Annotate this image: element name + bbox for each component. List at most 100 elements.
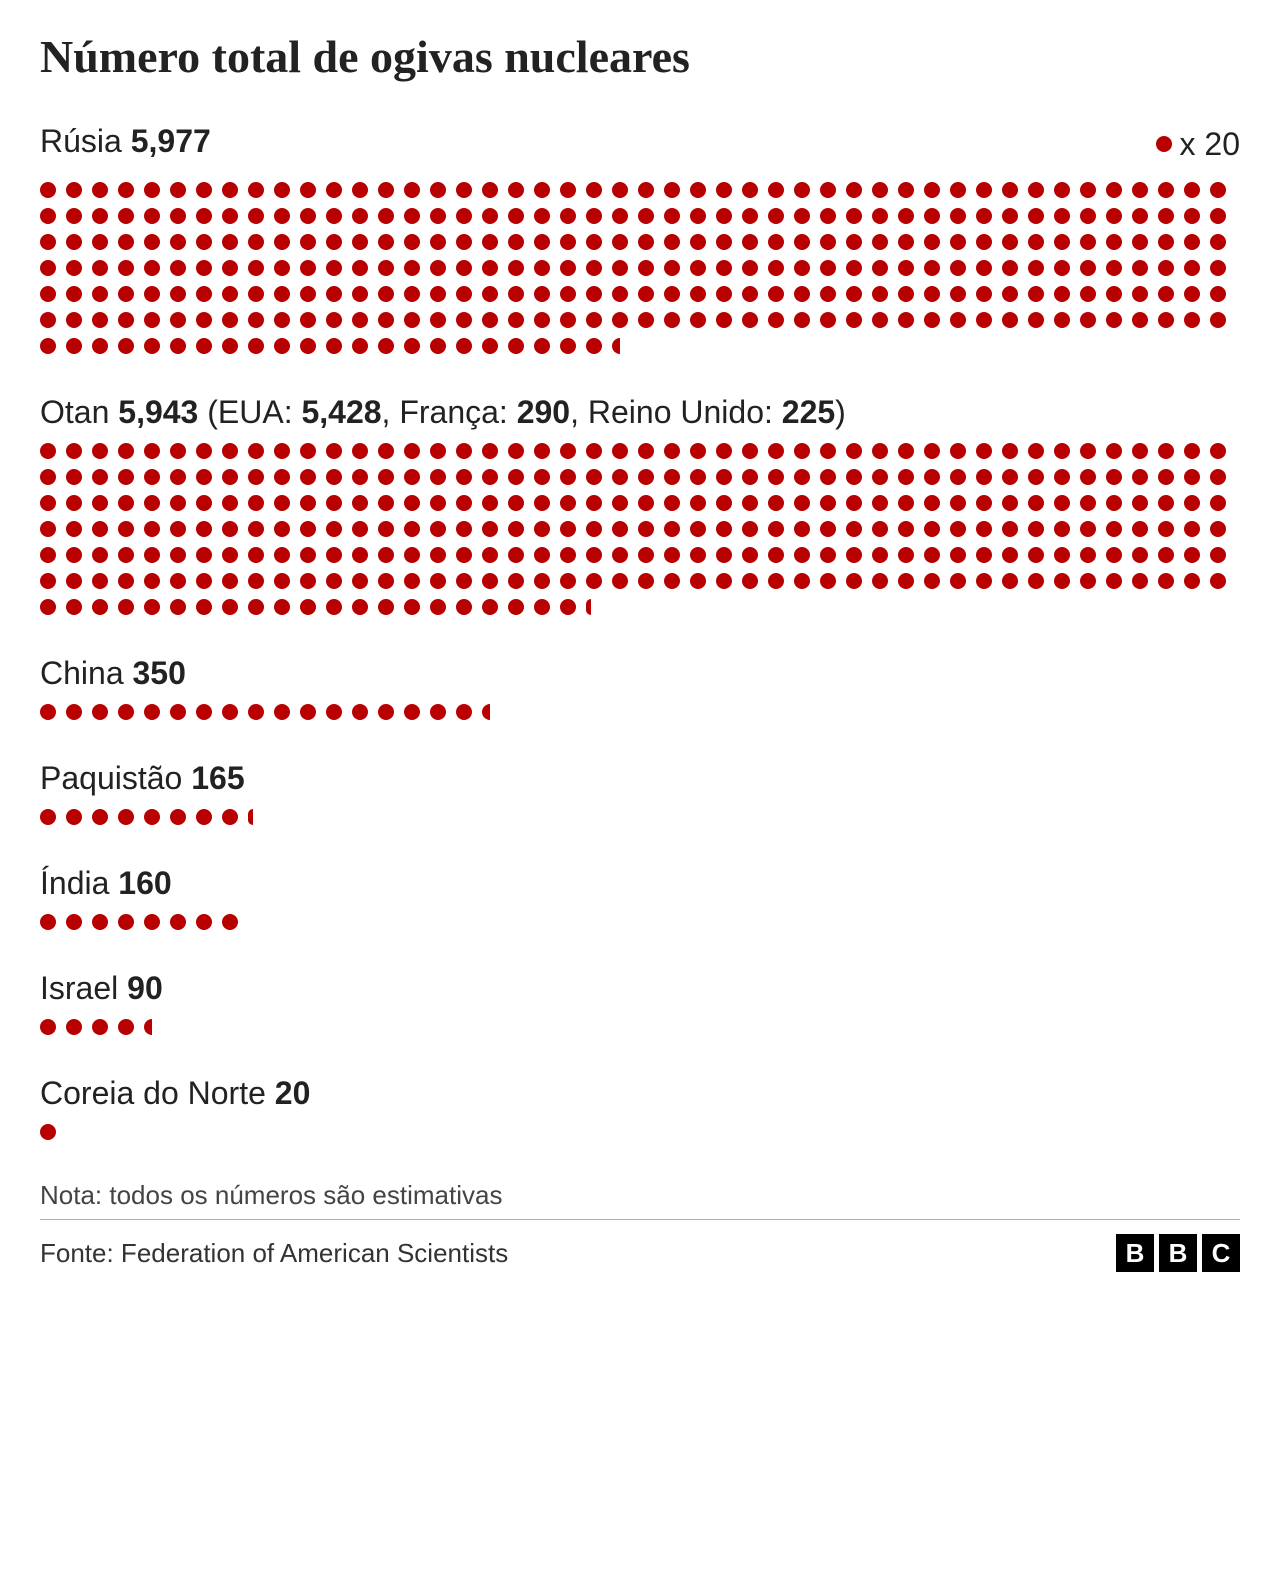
dot-icon (1106, 495, 1122, 511)
dot-icon (898, 573, 914, 589)
dot-icon (742, 312, 758, 328)
dot-icon (820, 286, 836, 302)
dot-icon (1106, 547, 1122, 563)
dot-icon (1210, 495, 1226, 511)
dot-icon (404, 599, 420, 615)
dot-icon (1158, 521, 1174, 537)
bbc-logo-box: C (1202, 1234, 1240, 1272)
dot-icon (144, 704, 160, 720)
dot-icon (196, 260, 212, 276)
dot-icon (196, 208, 212, 224)
dot-icon (768, 547, 784, 563)
dot-icon (846, 234, 862, 250)
dot-icon (118, 521, 134, 537)
dot-icon (222, 443, 238, 459)
dot-icon (378, 547, 394, 563)
dot-icon (92, 495, 108, 511)
dot-icon (534, 338, 550, 354)
dot-icon (690, 443, 706, 459)
dot-icon (768, 495, 784, 511)
dot-icon (534, 443, 550, 459)
dot-icon (326, 704, 342, 720)
dot-icon (248, 260, 264, 276)
dot-icon (1106, 208, 1122, 224)
dot-icon (274, 234, 290, 250)
dot-icon (872, 495, 888, 511)
dot-icon (196, 573, 212, 589)
dot-icon (40, 1124, 56, 1140)
dot-icon (1054, 573, 1070, 589)
dot-icon (1106, 443, 1122, 459)
dot-icon (378, 443, 394, 459)
dot-icon (170, 599, 186, 615)
dot-icon (872, 547, 888, 563)
dot-icon (768, 260, 784, 276)
dot-icon (456, 312, 472, 328)
dot-icon (248, 312, 264, 328)
label-legend-row: Rúsia 5,977x 20 (40, 123, 1240, 172)
dot-icon (820, 521, 836, 537)
dot-icon (768, 443, 784, 459)
entry-label: Rúsia 5,977 (40, 123, 211, 160)
dot-icon (846, 312, 862, 328)
dot-icon (404, 260, 420, 276)
dot-icon (872, 573, 888, 589)
dot-icon (404, 704, 420, 720)
dot-icon (664, 312, 680, 328)
dot-icon (378, 469, 394, 485)
dot-icon (1184, 312, 1200, 328)
dot-icon (950, 182, 966, 198)
dot-icon (1184, 234, 1200, 250)
dot-icon (40, 260, 56, 276)
dot-icon (1132, 182, 1148, 198)
dot-icon (1158, 208, 1174, 224)
dot-icon (300, 182, 316, 198)
dot-icon (66, 809, 82, 825)
dot-icon (1132, 234, 1148, 250)
dot-icon (1054, 521, 1070, 537)
dot-icon (482, 286, 498, 302)
dot-icon (456, 599, 472, 615)
dot-icon (1080, 312, 1096, 328)
dot-icon (924, 234, 940, 250)
dot-icon (872, 443, 888, 459)
dot-icon (976, 182, 992, 198)
partial-dot-icon (612, 338, 620, 354)
dot-icon (248, 521, 264, 537)
bbc-logo-box: B (1159, 1234, 1197, 1272)
dot-icon (92, 208, 108, 224)
dot-icon (612, 260, 628, 276)
dot-icon (1054, 286, 1070, 302)
dot-icon (300, 704, 316, 720)
dot-icon (222, 599, 238, 615)
dot-icon (196, 704, 212, 720)
dot-icon (898, 495, 914, 511)
dot-icon (716, 286, 732, 302)
dot-icon (300, 521, 316, 537)
partial-dot-icon (482, 704, 490, 720)
dot-icon (508, 260, 524, 276)
dot-icon (612, 208, 628, 224)
dot-icon (508, 547, 524, 563)
dot-icon (690, 260, 706, 276)
dot-icon (482, 312, 498, 328)
dot-icon (66, 208, 82, 224)
dot-icon (118, 338, 134, 354)
dot-icon (1184, 547, 1200, 563)
dot-icon (1184, 208, 1200, 224)
dot-icon (196, 443, 212, 459)
dot-icon (560, 547, 576, 563)
dot-icon (638, 495, 654, 511)
dot-icon (560, 495, 576, 511)
dot-icon (1184, 260, 1200, 276)
dot-icon (924, 443, 940, 459)
dot-icon (794, 260, 810, 276)
dot-icon (118, 495, 134, 511)
dot-icon (92, 469, 108, 485)
dot-icon (274, 547, 290, 563)
dot-icon (378, 286, 394, 302)
dot-icon (144, 338, 160, 354)
dot-icon (66, 234, 82, 250)
dot-icon (794, 443, 810, 459)
partial-dot-icon (248, 809, 253, 825)
